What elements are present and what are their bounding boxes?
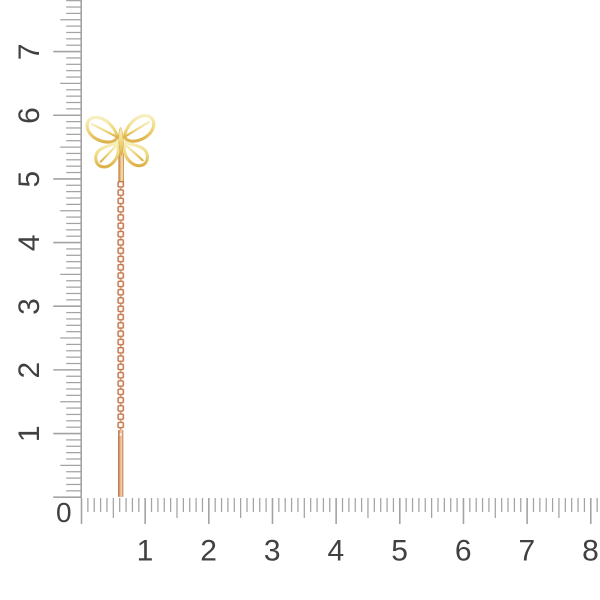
threader-bar-hole — [119, 433, 122, 436]
v-ruler-label-3: 3 — [13, 298, 46, 315]
butterfly-lower-left-wing — [94, 141, 120, 169]
butterfly-wing-vein — [90, 122, 119, 139]
v-ruler-label-2: 2 — [13, 361, 46, 378]
butterfly-upper-left-wing — [85, 115, 119, 144]
v-ruler-label-6: 6 — [13, 107, 46, 124]
v-ruler-label-4: 4 — [13, 234, 46, 251]
butterfly-wing-vein — [124, 143, 144, 162]
butterfly-upper-right-wing — [122, 114, 156, 143]
vertical-ruler: 1 2 3 4 5 6 7 — [13, 0, 82, 499]
h-ruler-label-8: 8 — [582, 535, 599, 568]
v-ruler-label-1: 1 — [13, 425, 46, 442]
ear-post — [118, 151, 124, 183]
butterfly-lower-right-wing — [122, 140, 149, 168]
v-ruler-label-5: 5 — [13, 170, 46, 187]
butterfly-wing-vein — [123, 120, 150, 138]
h-ruler-label-1: 1 — [137, 535, 154, 568]
butterfly-wing-vein — [99, 143, 119, 163]
cable-chain — [114, 181, 127, 430]
ruler-origin-label: 0 — [56, 497, 72, 528]
h-ruler-label-2: 2 — [200, 535, 217, 568]
horizontal-ruler: 1 2 3 4 5 6 7 8 0 — [56, 497, 599, 568]
h-ruler-label-3: 3 — [264, 535, 281, 568]
h-ruler-label-6: 6 — [455, 535, 472, 568]
threader-bar — [118, 430, 124, 497]
h-ruler-label-5: 5 — [391, 535, 408, 568]
h-ruler-label-4: 4 — [328, 535, 345, 568]
h-ruler-label-7: 7 — [519, 535, 536, 568]
butterfly-body — [118, 127, 124, 156]
butterfly-charm — [85, 114, 156, 169]
v-ruler-label-7: 7 — [13, 43, 46, 60]
